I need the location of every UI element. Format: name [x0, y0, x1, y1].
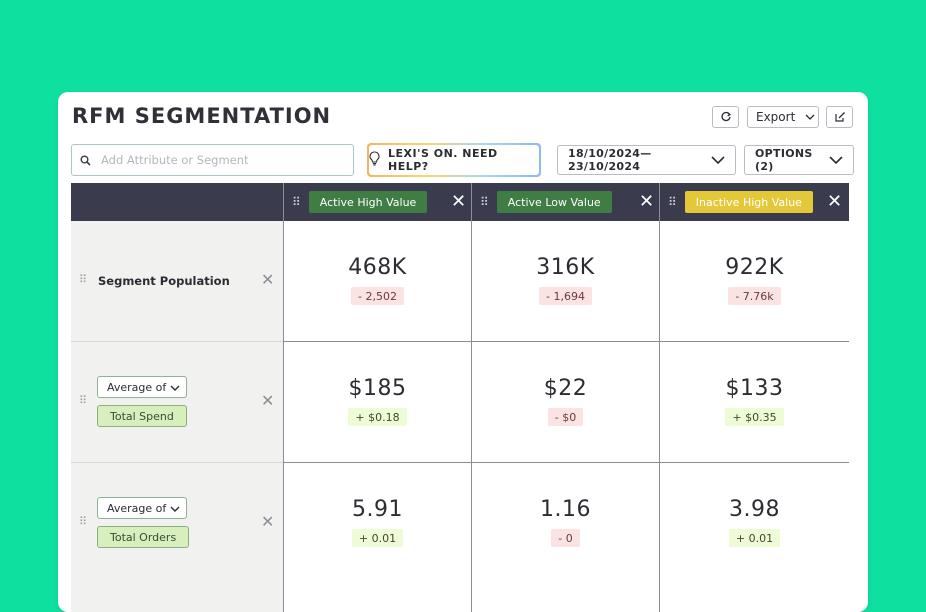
metric-value: 1.16 [540, 497, 591, 522]
refresh-button[interactable] [712, 106, 739, 128]
metric-cell: $185 + $0.18 [283, 342, 471, 463]
delta-badge: - $0 [547, 408, 584, 426]
metric-value: $133 [725, 376, 784, 401]
search-field[interactable] [71, 144, 354, 176]
drag-handle-icon[interactable]: ⠿ [292, 195, 301, 209]
drag-handle-icon[interactable]: ⠿ [79, 515, 87, 528]
segmentation-grid: ⠿ Active High Value ✕ ⠿ Active Low Value… [71, 183, 849, 612]
aggregate-select[interactable]: Average of [97, 497, 187, 519]
options-label: OPTIONS (2) [755, 147, 813, 173]
delta-badge: + 0.01 [728, 529, 781, 547]
delta-badge: + $0.18 [348, 408, 407, 426]
drag-handle-icon[interactable]: ⠿ [668, 195, 677, 209]
segment-tag: Active Low Value [496, 191, 612, 213]
search-icon [80, 151, 91, 170]
chevron-down-icon [170, 381, 180, 394]
row-label: ⠿ Segment Population ✕ [71, 221, 283, 342]
delta-badge: - 7.76k [728, 287, 781, 305]
close-icon[interactable]: ✕ [261, 270, 275, 289]
lightbulb-icon [369, 151, 380, 169]
chevron-down-icon [805, 114, 815, 120]
metric-value: 922K [725, 255, 784, 280]
delta-badge: + $0.35 [725, 408, 784, 426]
metric-value: $185 [348, 376, 407, 401]
lexi-help-button[interactable]: LEXI'S ON. NEED HELP? [367, 143, 541, 177]
lexi-label: LEXI'S ON. NEED HELP? [388, 147, 498, 173]
column-header: ⠿ Active High Value ✕ [283, 183, 472, 221]
metric-value: $22 [543, 376, 588, 401]
chevron-down-icon [829, 154, 843, 167]
column-header: ⠿ Inactive High Value ✕ [659, 183, 849, 221]
delta-badge: - 1,694 [539, 287, 592, 305]
metric-value: 3.98 [729, 497, 780, 522]
date-range-label: 18/10/2024—23/10/2024 [568, 147, 652, 173]
chevron-down-icon [711, 154, 725, 167]
edit-icon [834, 111, 846, 123]
row-label: ⠿ Average of Total Spend ✕ [71, 342, 283, 463]
metric-value: 5.91 [352, 497, 403, 522]
metric-cell: 468K - 2,502 [283, 221, 471, 342]
metric-value: 316K [536, 255, 595, 280]
aggregate-label: Average of [107, 501, 167, 515]
delta-badge: - 0 [551, 529, 580, 547]
close-icon[interactable]: ✕ [827, 191, 843, 212]
drag-handle-icon[interactable]: ⠿ [79, 273, 87, 286]
options-dropdown[interactable]: OPTIONS (2) [744, 145, 854, 175]
edit-button[interactable] [826, 106, 853, 128]
export-label: Export [756, 110, 796, 124]
segment-tag: Active High Value [308, 191, 428, 213]
metric-cell: 922K - 7.76k [659, 221, 849, 342]
segment-tag: Inactive High Value [684, 191, 813, 213]
attribute-tag[interactable]: Total Spend [97, 405, 187, 427]
attribute-tag[interactable]: Total Orders [97, 526, 190, 548]
row-label-text: Segment Population [98, 274, 230, 288]
metric-cell: 5.91 + 0.01 [283, 463, 471, 612]
drag-handle-icon[interactable]: ⠿ [79, 394, 87, 407]
delta-badge: + 0.01 [351, 529, 404, 547]
row-label: ⠿ Average of Total Orders ✕ [71, 463, 283, 612]
metric-cell: 3.98 + 0.01 [659, 463, 849, 612]
delta-badge: - 2,502 [351, 287, 404, 305]
drag-handle-icon[interactable]: ⠿ [480, 195, 489, 209]
date-range-picker[interactable]: 18/10/2024—23/10/2024 [557, 145, 736, 175]
aggregate-select[interactable]: Average of [97, 376, 187, 398]
column-header: ⠿ Active Low Value ✕ [471, 183, 660, 221]
page-title: RFM SEGMENTATION [72, 104, 332, 128]
metric-cell: $22 - $0 [471, 342, 659, 463]
metric-cell: 316K - 1,694 [471, 221, 659, 342]
refresh-icon [720, 111, 732, 123]
rfm-card: RFM SEGMENTATION Export LEXI'S ON. NEED … [58, 92, 868, 612]
aggregate-label: Average of [107, 380, 167, 394]
chevron-down-icon [170, 502, 180, 515]
metric-cell: $133 + $0.35 [659, 342, 849, 463]
export-button[interactable]: Export [747, 106, 819, 128]
close-icon[interactable]: ✕ [451, 191, 467, 212]
search-input[interactable] [99, 152, 343, 168]
metric-value: 468K [348, 255, 407, 280]
metric-cell: 1.16 - 0 [471, 463, 659, 612]
close-icon[interactable]: ✕ [639, 191, 655, 212]
close-icon[interactable]: ✕ [261, 391, 275, 410]
close-icon[interactable]: ✕ [261, 512, 275, 531]
